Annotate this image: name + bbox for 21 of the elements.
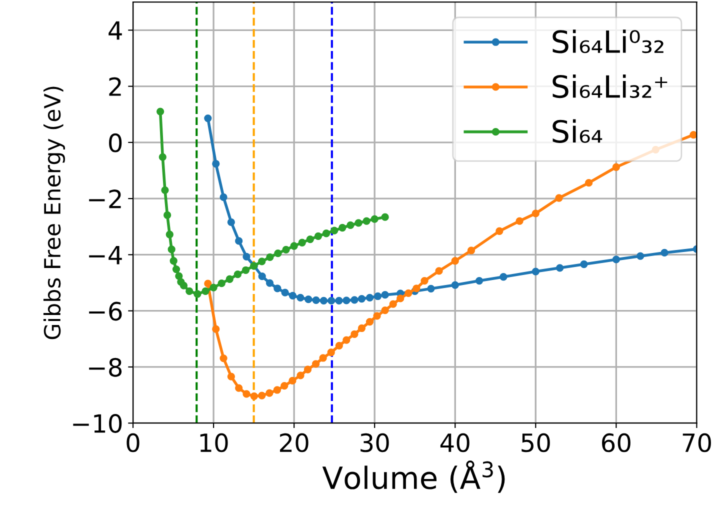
legend-label: Si₆₄Li₃₂⁺ — [552, 74, 668, 98]
y-tick-label: −10 — [73, 414, 122, 433]
y-tick-label: 2 — [109, 77, 121, 96]
x-tick-label: 30 — [360, 433, 389, 452]
x-tick-label: 10 — [200, 433, 228, 452]
y-tick-label: −8 — [89, 358, 122, 377]
x-tick-label: 60 — [602, 433, 630, 452]
x-axis-title: Volume (Å$^{3}$) — [322, 460, 505, 493]
x-tick-label: 50 — [522, 433, 550, 452]
x-tick-label: 0 — [126, 433, 140, 452]
x-tick-label: 70 — [682, 433, 711, 452]
x-tick-label: 20 — [280, 433, 308, 452]
y-axis-title: Gibbs Free Energy (eV) — [43, 86, 65, 340]
x-tick-label: 40 — [440, 433, 470, 452]
y-tick-label: 4 — [108, 21, 122, 40]
y-tick-label: −6 — [89, 302, 122, 321]
legend-label: Si₆₄ — [552, 119, 602, 143]
y-tick-label: −2 — [89, 190, 121, 208]
y-tick-label: 0 — [109, 133, 122, 152]
legend-label: Si₆₄Li⁰₃₂ — [552, 30, 664, 54]
y-tick-label: −4 — [89, 246, 122, 264]
